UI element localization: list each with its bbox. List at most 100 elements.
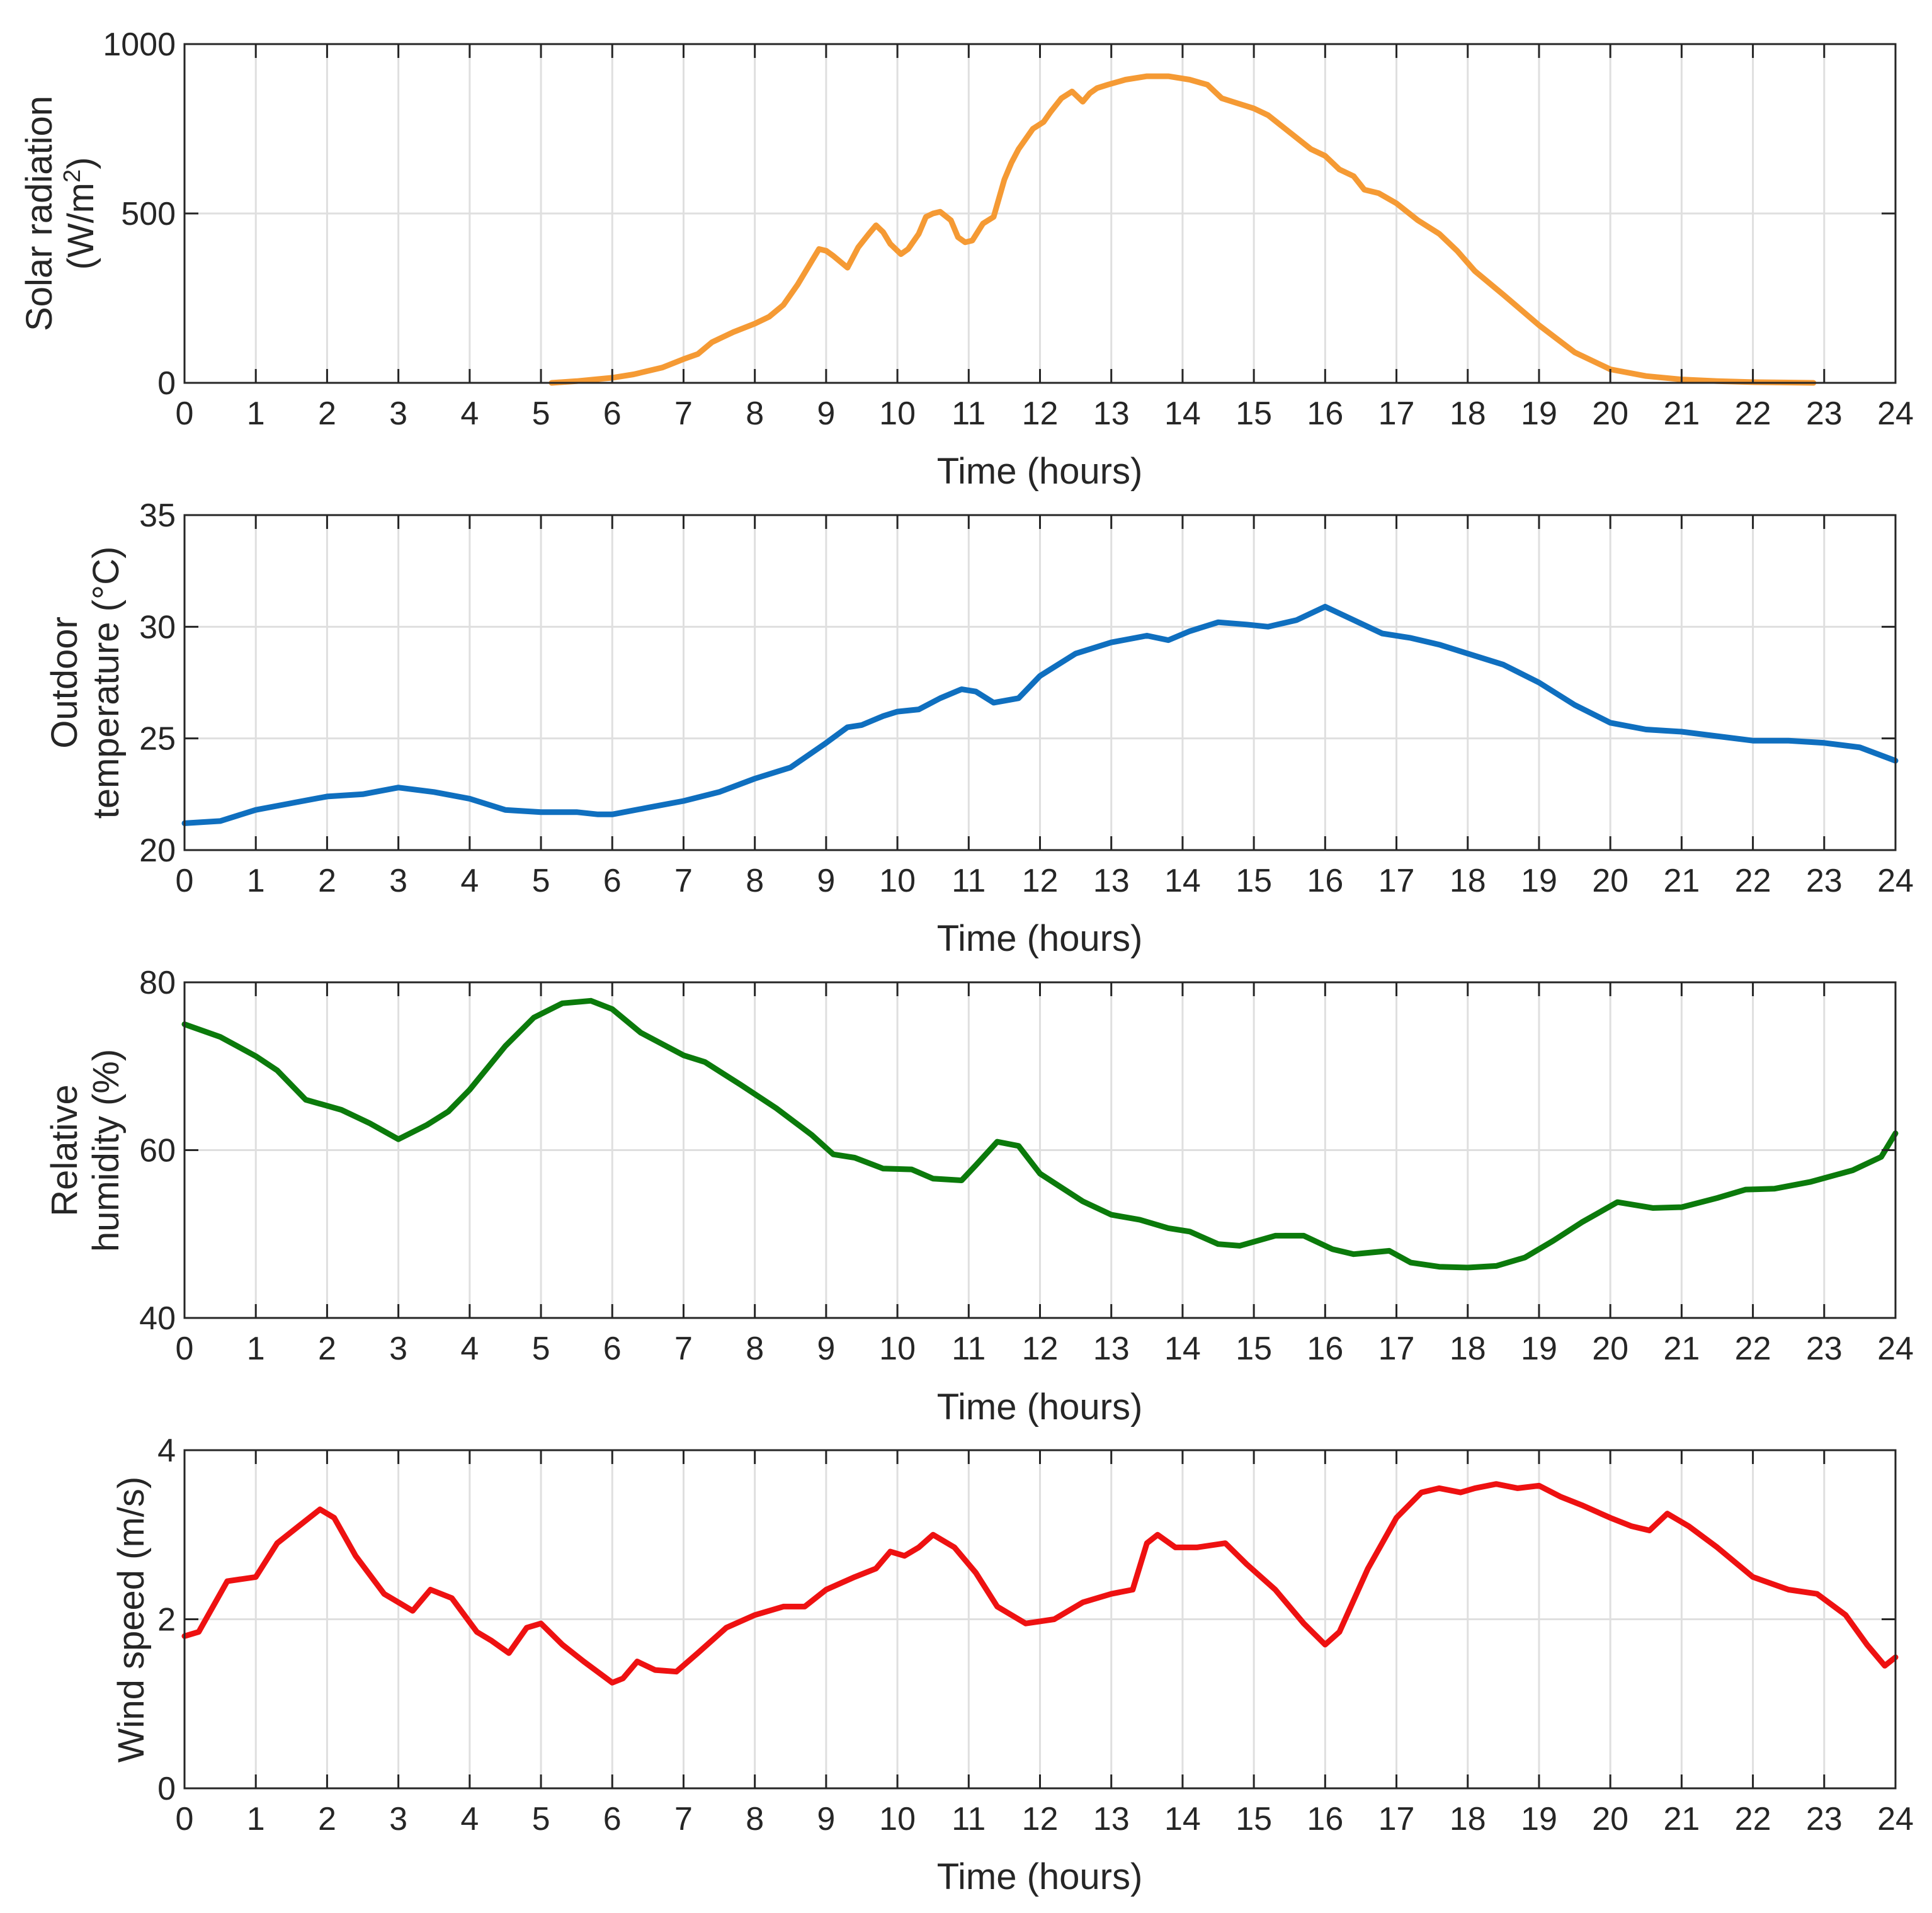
wind-xtick-label-19: 19 bbox=[1521, 1801, 1557, 1837]
solar-xtick-label-16: 16 bbox=[1307, 395, 1343, 432]
humidity-ytick-label-80: 80 bbox=[139, 965, 176, 1001]
solar-xtick-label-12: 12 bbox=[1022, 395, 1059, 432]
temperature-xtick-label-23: 23 bbox=[1806, 863, 1843, 899]
wind-xtick-label-9: 9 bbox=[817, 1801, 835, 1837]
wind-xlabel: Time (hours) bbox=[937, 1856, 1143, 1897]
solar-xtick-label-20: 20 bbox=[1592, 395, 1628, 432]
solar-xtick-label-7: 7 bbox=[674, 395, 693, 432]
temperature-xtick-label-5: 5 bbox=[532, 863, 550, 899]
wind-ytick-label-4: 4 bbox=[157, 1433, 176, 1469]
temperature-ylabel: Outdoor bbox=[44, 616, 85, 749]
solar-series-line bbox=[548, 73, 1817, 386]
humidity-series-line bbox=[181, 997, 1899, 1271]
wind-xtick-label-18: 18 bbox=[1450, 1801, 1486, 1837]
temperature-xtick-label-4: 4 bbox=[460, 863, 479, 899]
humidity-xtick-label-18: 18 bbox=[1450, 1331, 1486, 1367]
temperature-xtick-label-1: 1 bbox=[247, 863, 265, 899]
wind-xtick-label-14: 14 bbox=[1164, 1801, 1201, 1837]
humidity-xtick-label-5: 5 bbox=[532, 1331, 550, 1367]
temperature-xtick-label-10: 10 bbox=[879, 863, 916, 899]
solar-xtick-label-21: 21 bbox=[1663, 395, 1700, 432]
solar-xtick-label-3: 3 bbox=[389, 395, 407, 432]
humidity-xtick-label-0: 0 bbox=[176, 1331, 194, 1367]
solar-xtick-label-10: 10 bbox=[879, 395, 916, 432]
humidity-xtick-label-11: 11 bbox=[952, 1331, 986, 1367]
humidity-ytick-label-40: 40 bbox=[139, 1300, 176, 1337]
temperature-xtick-label-20: 20 bbox=[1592, 863, 1628, 899]
wind-xtick-label-17: 17 bbox=[1378, 1801, 1415, 1837]
humidity-xtick-label-17: 17 bbox=[1378, 1331, 1415, 1367]
humidity-xtick-label-7: 7 bbox=[674, 1331, 693, 1367]
temperature-xtick-label-13: 13 bbox=[1093, 863, 1130, 899]
temperature-xtick-label-16: 16 bbox=[1307, 863, 1343, 899]
wind-series-line bbox=[181, 1481, 1899, 1686]
solar-ylabel-units: (W/m2) bbox=[59, 157, 101, 270]
temperature-xtick-label-19: 19 bbox=[1521, 863, 1557, 899]
humidity-xtick-label-15: 15 bbox=[1236, 1331, 1272, 1367]
wind-ylabel: Wind speed (m/s) bbox=[111, 1477, 152, 1763]
temperature-xtick-label-11: 11 bbox=[952, 863, 986, 899]
solar-xtick-label-11: 11 bbox=[952, 395, 986, 432]
humidity-xtick-label-14: 14 bbox=[1164, 1331, 1201, 1367]
solar-ylabel: Solar radiation bbox=[19, 96, 60, 331]
humidity-xtick-label-3: 3 bbox=[389, 1331, 407, 1367]
temperature-xtick-label-9: 9 bbox=[817, 863, 835, 899]
solar-xtick-label-17: 17 bbox=[1378, 395, 1415, 432]
temperature-xtick-label-22: 22 bbox=[1735, 863, 1771, 899]
temperature-xtick-label-18: 18 bbox=[1450, 863, 1486, 899]
humidity-xtick-label-13: 13 bbox=[1093, 1331, 1130, 1367]
temperature-xtick-label-24: 24 bbox=[1877, 863, 1914, 899]
solar-ytick-label-0: 0 bbox=[157, 365, 176, 402]
solar-xtick-label-23: 23 bbox=[1806, 395, 1843, 432]
solar-xtick-label-9: 9 bbox=[817, 395, 835, 432]
solar-xtick-label-5: 5 bbox=[532, 395, 550, 432]
outdoor-temperature-panel: Outdoor temperature (°C) Time (hours) 0 1… bbox=[44, 497, 1914, 959]
wind-xtick-label-6: 6 bbox=[603, 1801, 622, 1837]
wind-xtick-label-0: 0 bbox=[176, 1801, 194, 1837]
wind-xtick-label-5: 5 bbox=[532, 1801, 550, 1837]
humidity-xtick-label-10: 10 bbox=[879, 1331, 916, 1367]
solar-xtick-label-14: 14 bbox=[1164, 395, 1201, 432]
solar-xtick-label-22: 22 bbox=[1735, 395, 1771, 432]
temperature-xtick-label-0: 0 bbox=[176, 863, 194, 899]
wind-xtick-label-2: 2 bbox=[318, 1801, 336, 1837]
temperature-ylabel-units: temperature (°C) bbox=[86, 547, 127, 819]
solar-xtick-label-2: 2 bbox=[318, 395, 336, 432]
temperature-xtick-label-2: 2 bbox=[318, 863, 336, 899]
solar-xtick-label-8: 8 bbox=[746, 395, 764, 432]
humidity-ylabel-units: humidity (%) bbox=[86, 1049, 127, 1252]
temperature-xtick-label-12: 12 bbox=[1022, 863, 1059, 899]
temperature-ytick-label-20: 20 bbox=[139, 832, 176, 869]
solar-xlabel: Time (hours) bbox=[937, 451, 1143, 492]
wind-xtick-label-15: 15 bbox=[1236, 1801, 1272, 1837]
solar-ytick-label-1000: 1000 bbox=[103, 26, 176, 63]
humidity-xtick-label-19: 19 bbox=[1521, 1331, 1557, 1367]
wind-xtick-label-24: 24 bbox=[1877, 1801, 1914, 1837]
wind-xtick-label-23: 23 bbox=[1806, 1801, 1843, 1837]
temperature-xtick-label-21: 21 bbox=[1663, 863, 1700, 899]
solar-xtick-label-15: 15 bbox=[1236, 395, 1272, 432]
wind-xtick-label-10: 10 bbox=[879, 1801, 916, 1837]
solar-xtick-label-1: 1 bbox=[247, 395, 265, 432]
humidity-xtick-label-6: 6 bbox=[603, 1331, 622, 1367]
solar-xtick-label-24: 24 bbox=[1877, 395, 1914, 432]
humidity-ytick-label-60: 60 bbox=[139, 1133, 176, 1169]
wind-xtick-label-11: 11 bbox=[952, 1801, 986, 1837]
temperature-series-line bbox=[181, 603, 1899, 826]
solar-ytick-label-500: 500 bbox=[121, 196, 176, 232]
humidity-xtick-label-9: 9 bbox=[817, 1331, 835, 1367]
temperature-xtick-label-7: 7 bbox=[674, 863, 693, 899]
temperature-xtick-label-14: 14 bbox=[1164, 863, 1201, 899]
humidity-xtick-label-23: 23 bbox=[1806, 1331, 1843, 1367]
temperature-xtick-label-8: 8 bbox=[746, 863, 764, 899]
temperature-ytick-label-35: 35 bbox=[139, 497, 176, 534]
wind-xtick-label-3: 3 bbox=[389, 1801, 407, 1837]
wind-xtick-label-22: 22 bbox=[1735, 1801, 1771, 1837]
humidity-xlabel: Time (hours) bbox=[937, 1387, 1143, 1428]
humidity-xtick-label-16: 16 bbox=[1307, 1331, 1343, 1367]
wind-ytick-label-0: 0 bbox=[157, 1771, 176, 1807]
humidity-xtick-label-4: 4 bbox=[460, 1331, 479, 1367]
